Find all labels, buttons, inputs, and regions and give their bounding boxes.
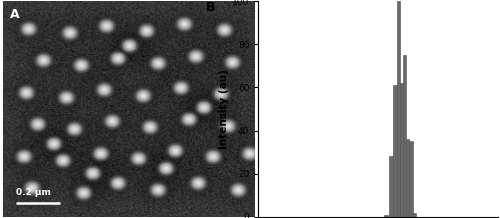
Bar [384, 215, 388, 217]
Bar [396, 1, 400, 217]
Text: 0.2 μm: 0.2 μm [16, 188, 51, 197]
Bar [389, 157, 392, 217]
Bar [410, 141, 412, 217]
Bar [403, 55, 406, 217]
Bar [412, 213, 416, 217]
Bar [394, 85, 397, 217]
Text: B: B [206, 1, 216, 14]
Bar [406, 139, 409, 217]
Bar [400, 83, 403, 217]
Y-axis label: Intensity (au): Intensity (au) [220, 69, 230, 149]
Text: A: A [10, 8, 20, 20]
